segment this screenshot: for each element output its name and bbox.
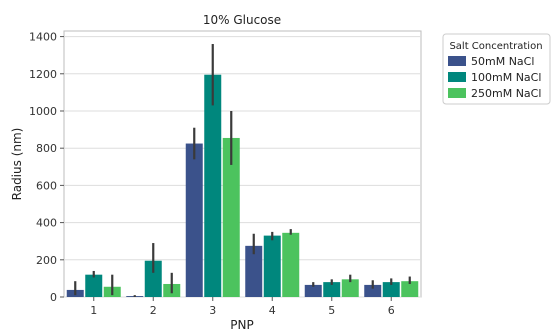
legend-label: 250mM NaCl <box>471 87 541 100</box>
legend-label: 50mM NaCl <box>471 55 534 68</box>
bar <box>185 143 203 297</box>
bar <box>85 274 103 297</box>
legend-frame <box>442 33 551 105</box>
bar <box>323 282 341 297</box>
y-tick-label: 200 <box>36 254 57 267</box>
y-axis-ticks: 0 200 400 600 800 1000 1200 1400 <box>29 31 64 304</box>
legend-swatch <box>448 56 466 66</box>
y-axis-title: Radius (nm) <box>10 128 24 201</box>
bar <box>382 282 400 297</box>
y-tick-label: 0 <box>50 291 57 304</box>
x-axis-ticks: 1 2 3 4 5 6 <box>90 297 395 317</box>
bar <box>144 260 162 297</box>
legend: Salt Concentration 50mM NaCl 100mM NaCl 25… <box>442 33 551 105</box>
bar <box>282 232 300 297</box>
x-axis-title: PNP <box>230 318 253 330</box>
y-tick-label: 600 <box>36 179 57 192</box>
legend-items: 50mM NaCl 100mM NaCl 250mM NaCl <box>448 55 541 100</box>
grid-lines <box>64 36 421 298</box>
bar <box>341 279 359 297</box>
x-tick-label: 3 <box>209 304 216 317</box>
x-tick-label: 6 <box>388 304 395 317</box>
bar <box>263 235 281 297</box>
legend-title: Salt Concentration <box>449 41 542 52</box>
legend-label: 100mM NaCl <box>471 71 541 84</box>
x-tick-label: 5 <box>328 304 335 317</box>
bar <box>304 284 322 297</box>
bar <box>222 137 240 297</box>
bar <box>245 245 263 297</box>
plot-area <box>63 30 422 298</box>
x-tick-label: 2 <box>150 304 157 317</box>
legend-swatch <box>448 88 466 98</box>
bar <box>364 284 382 297</box>
legend-swatch <box>448 72 466 82</box>
bar <box>204 74 222 297</box>
y-tick-label: 1400 <box>29 31 57 44</box>
x-tick-label: 4 <box>269 304 276 317</box>
bar <box>401 281 419 297</box>
x-tick-label: 1 <box>90 304 97 317</box>
y-tick-label: 1200 <box>29 68 57 81</box>
y-tick-label: 1000 <box>29 105 57 118</box>
y-tick-label: 400 <box>36 217 57 230</box>
y-tick-label: 800 <box>36 142 57 155</box>
error-bars <box>74 44 411 297</box>
chart-title: 10% Glucose <box>203 13 281 27</box>
